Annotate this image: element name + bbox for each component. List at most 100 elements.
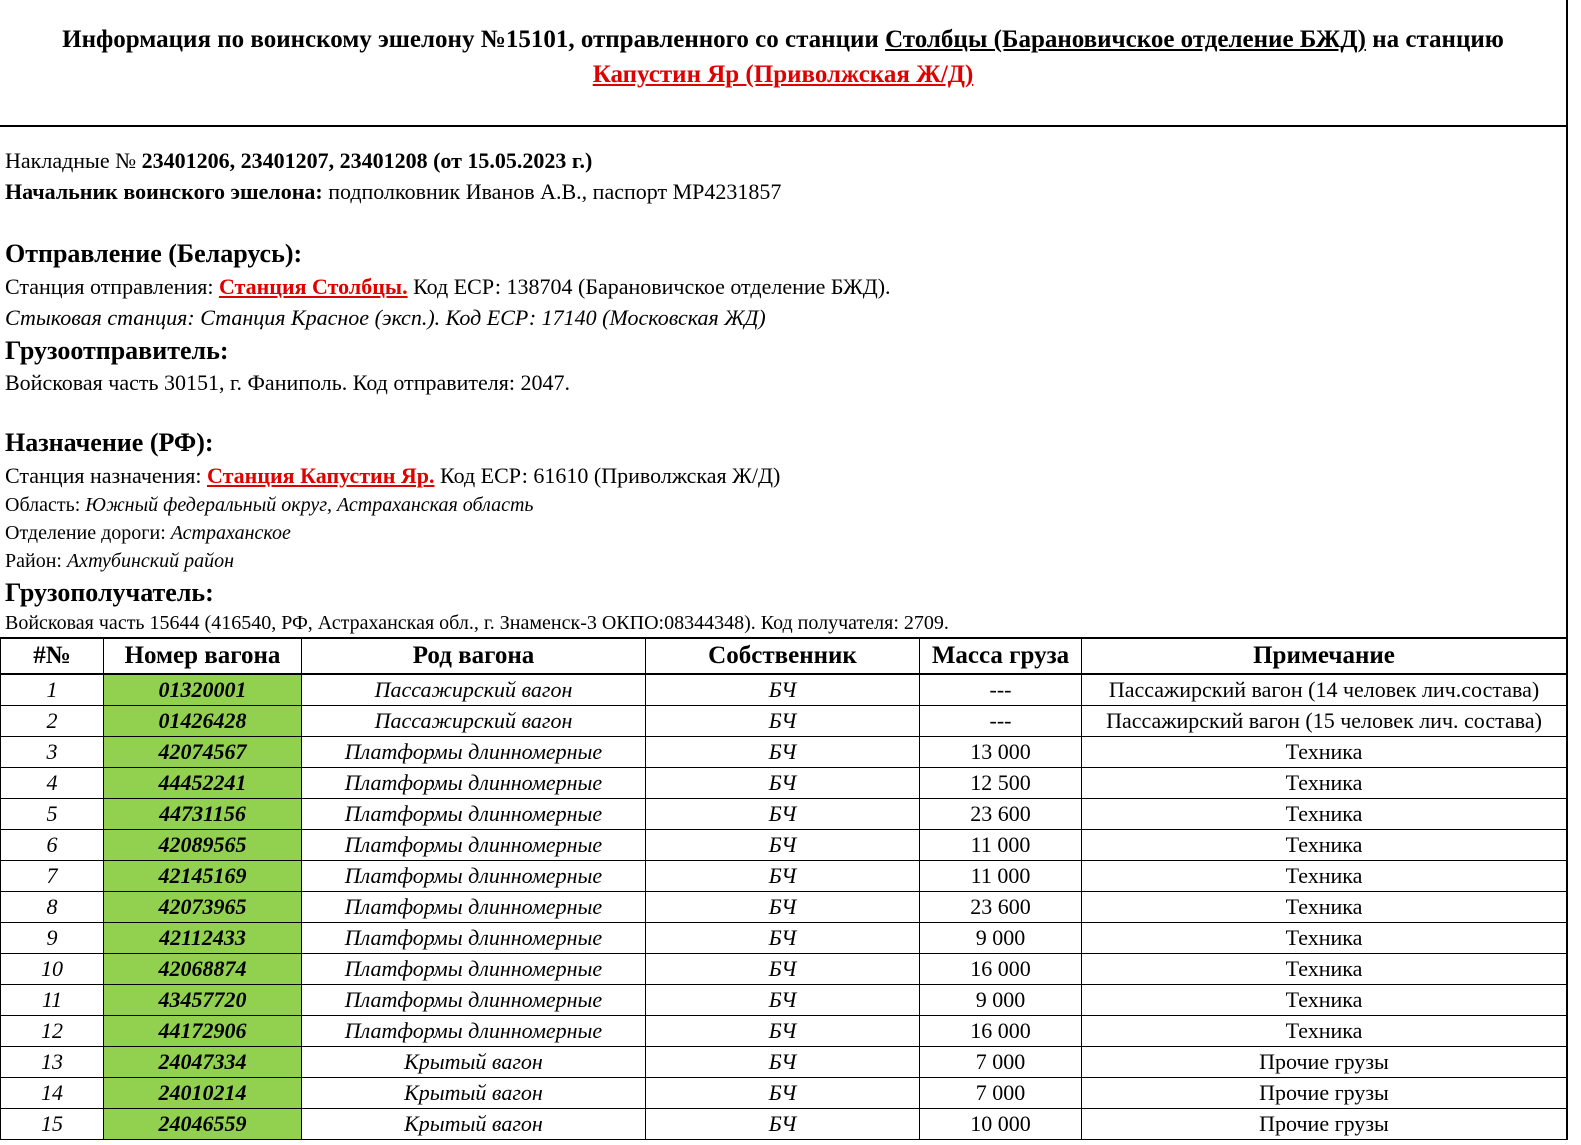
cell-cargo-mass: --- — [919, 673, 1082, 706]
district-value: Ахтубинский район — [66, 550, 235, 572]
cell-wagon-type: Платформы длинномерные — [301, 736, 646, 768]
cell-wagon-number: 42112433 — [103, 922, 302, 954]
cell-owner: БЧ — [645, 984, 920, 1016]
divider — [0, 125, 1568, 127]
chief-label: Начальник воинского эшелона: — [5, 179, 323, 204]
label: Область: — [5, 494, 86, 516]
cell-cargo-mass: 7 000 — [919, 1077, 1082, 1109]
table-row: 7 42145169 Платформы длинномерные БЧ 11 000 Т… — [0, 860, 1567, 892]
cell-note: Техника — [1081, 767, 1567, 799]
table-row: 9 42112433 Платформы длинномерные БЧ 9 000 Те… — [0, 922, 1567, 954]
to-station-link[interactable]: Капустин Яр (Приволжская Ж/Д) — [592, 61, 974, 88]
cell-note: Техника — [1081, 922, 1567, 954]
cell-owner: БЧ — [645, 705, 920, 737]
destination-station-code: Код ЕСР: 61610 (Приволжская Ж/Д) — [434, 463, 781, 488]
cell-note: Техника — [1081, 860, 1567, 892]
destination-heading: Назначение (РФ): — [5, 428, 214, 457]
header-col-cargo-mass: Масса груза — [919, 637, 1082, 675]
invoices-label: Накладные № — [5, 148, 142, 173]
cell-number: 8 — [0, 891, 104, 923]
cell-wagon-type: Платформы длинномерные — [301, 860, 646, 892]
cell-wagon-type: Платформы длинномерные — [301, 829, 646, 861]
cell-cargo-mass: 13 000 — [919, 736, 1082, 768]
label: Район: — [5, 550, 67, 572]
shipper-heading: Грузоотправитель: — [5, 336, 229, 365]
table-row: 12 44172906 Платформы длинномерные БЧ 16 000… — [0, 1015, 1567, 1047]
invoices-value: 23401206, 23401207, 23401208 (от 15.05.2… — [141, 148, 593, 173]
cell-wagon-number: 42089565 — [103, 829, 302, 861]
cell-note: Техника — [1081, 953, 1567, 985]
cell-wagon-type: Платформы длинномерные — [301, 891, 646, 923]
division-value: Астраханское — [170, 522, 291, 544]
junction-text: Стыковая станция: Станция Красное (эксп.… — [5, 305, 766, 330]
cell-cargo-mass: 10 000 — [919, 1108, 1082, 1140]
table-row: 14 24010214 Крытый вагон БЧ 7 000 Прочие груз… — [0, 1077, 1567, 1109]
cell-cargo-mass: 7 000 — [919, 1046, 1082, 1078]
cell-owner: БЧ — [645, 922, 920, 954]
cell-note: Техника — [1081, 736, 1567, 768]
cell-wagon-type: Пассажирский вагон — [301, 673, 646, 706]
cell-wagon-number: 24047334 — [103, 1046, 302, 1078]
cell-cargo-mass: 9 000 — [919, 922, 1082, 954]
cell-note: Техника — [1081, 1015, 1567, 1047]
title-text: Информация по воинскому эшелону №15101, … — [62, 26, 886, 53]
cell-owner: БЧ — [645, 1015, 920, 1047]
cell-owner: БЧ — [645, 1108, 920, 1140]
cell-note: Прочие грузы — [1081, 1077, 1567, 1109]
cell-number: 4 — [0, 767, 104, 799]
header-col-note: Примечание — [1081, 637, 1567, 675]
cell-wagon-number: 42074567 — [103, 736, 302, 768]
departure-station-link[interactable]: Станция Столбцы. — [218, 274, 408, 299]
cell-number: 12 — [0, 1015, 104, 1047]
table-row: 10 42068874 Платформы длинномерные БЧ 16 000… — [0, 953, 1567, 985]
cell-cargo-mass: 11 000 — [919, 860, 1082, 892]
table-row: 3 42074567 Платформы длинномерные БЧ 13 000 Т… — [0, 736, 1567, 768]
table-row: 8 42073965 Платформы длинномерные БЧ 23 600 Т… — [0, 891, 1567, 923]
cell-owner: БЧ — [645, 953, 920, 985]
cell-number: 2 — [0, 705, 104, 737]
cell-owner: БЧ — [645, 829, 920, 861]
cell-wagon-type: Крытый вагон — [301, 1046, 646, 1078]
table-row: 5 44731156 Платформы длинномерные БЧ 23 600 Т… — [0, 798, 1567, 830]
cell-number: 10 — [0, 953, 104, 985]
cell-wagon-type: Крытый вагон — [301, 1108, 646, 1140]
label: Станция назначения: — [5, 463, 207, 488]
label: Станция отправления: — [5, 274, 219, 299]
title-text-2: на станцию — [1365, 26, 1504, 53]
cell-note: Пассажирский вагон (14 человек лич.соста… — [1081, 673, 1567, 706]
cell-wagon-number: 01426428 — [103, 705, 302, 737]
cell-wagon-number: 44731156 — [103, 798, 302, 830]
cell-note: Техника — [1081, 798, 1567, 830]
cell-wagon-number: 42068874 — [103, 953, 302, 985]
cell-number: 3 — [0, 736, 104, 768]
cell-cargo-mass: 12 500 — [919, 767, 1082, 799]
cell-note: Прочие грузы — [1081, 1046, 1567, 1078]
cell-wagon-number: 42073965 — [103, 891, 302, 923]
consignee-value: Войсковая часть 15644 (416540, РФ, Астра… — [5, 612, 949, 634]
table-header-row: #№ Номер вагона Род вагона Собственник Масса… — [0, 637, 1567, 675]
cell-wagon-type: Платформы длинномерные — [301, 953, 646, 985]
from-station-link[interactable]: Столбцы (Барановичское отделение БЖД) — [885, 26, 1366, 53]
cell-owner: БЧ — [645, 767, 920, 799]
cell-number: 1 — [0, 673, 104, 706]
destination-station-link[interactable]: Станция Капустин Яр. — [206, 463, 435, 488]
cell-cargo-mass: 9 000 — [919, 984, 1082, 1016]
cell-owner: БЧ — [645, 736, 920, 768]
cell-number: 5 — [0, 798, 104, 830]
cell-number: 9 — [0, 922, 104, 954]
region-value: Южный федеральный округ, Астраханская об… — [85, 494, 534, 516]
cell-number: 7 — [0, 860, 104, 892]
cell-wagon-number: 42145169 — [103, 860, 302, 892]
cell-number: 6 — [0, 829, 104, 861]
destination-station-line: Станция назначения: Станция Капустин Яр.… — [5, 463, 780, 489]
cell-wagon-number: 24046559 — [103, 1108, 302, 1140]
table-row: 6 42089565 Платформы длинномерные БЧ 11 000 Т… — [0, 829, 1567, 861]
cell-number: 15 — [0, 1108, 104, 1140]
region-line: Область: Южный федеральный округ, Астрах… — [5, 494, 534, 517]
page-title: Информация по воинскому эшелону №15101, … — [0, 22, 1566, 92]
cell-wagon-number: 44172906 — [103, 1015, 302, 1047]
table-row: 4 44452241 Платформы длинномерные БЧ 12 500 Т… — [0, 767, 1567, 799]
header-col-number: #№ — [0, 637, 104, 675]
cell-wagon-type: Платформы длинномерные — [301, 922, 646, 954]
